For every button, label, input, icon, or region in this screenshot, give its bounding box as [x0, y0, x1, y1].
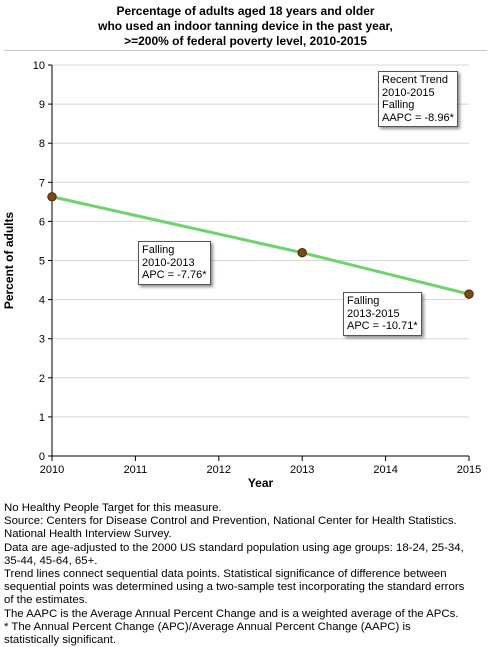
recent-trend-label: Recent Trend [382, 74, 449, 86]
x-tick-label: 2014 [373, 464, 397, 476]
footnote-line: Trend lines connect sequential data poin… [4, 568, 447, 581]
y-tick-label: 6 [39, 216, 45, 228]
y-tick-label: 7 [39, 177, 45, 189]
chart-title-line-2: who used an indoor tanning device in the… [98, 19, 393, 33]
recent-trend-direction: Falling [382, 99, 415, 111]
trend-line-segment [300, 251, 471, 296]
chart-title: Percentage of adults aged 18 years and o… [0, 4, 491, 49]
chart-title-line-3: >=200% of federal poverty level, 2010-20… [124, 34, 367, 48]
x-tick-label: 2015 [457, 464, 481, 476]
footnote-line: statistically significant. [4, 634, 117, 647]
recent-trend-annotation: Recent Trend 2010-2015 Falling AAPC = -8… [378, 71, 458, 127]
x-tick-label: 2012 [207, 464, 231, 476]
footnote-line: sequential points was determined using a… [4, 581, 465, 594]
segment-2-annotation: Falling 2013-2015 APC = -10.71* [343, 292, 422, 336]
y-tick-label: 8 [39, 138, 45, 150]
y-tick-label: 10 [33, 60, 45, 72]
recent-trend-period: 2010-2015 [382, 86, 435, 99]
y-tick-label: 4 [39, 295, 45, 307]
footnote-line: 35-44, 45-64, 65+. [4, 554, 98, 567]
segment-1-direction: Falling [142, 244, 175, 256]
footnote-line: Source: Centers for Disease Control and … [4, 515, 457, 528]
x-axis-title: Year [248, 476, 274, 490]
data-point [47, 192, 57, 202]
segment-2-direction: Falling [347, 295, 380, 307]
footnote-line: of the estimates. [4, 594, 88, 607]
segment-2-apc: APC = -10.71* [347, 320, 418, 332]
y-tick-label: 1 [39, 412, 45, 424]
y-axis-title: Percent of adults [2, 212, 16, 310]
data-point [297, 247, 307, 258]
x-tick-label: 2013 [290, 464, 314, 476]
y-tick-label: 9 [39, 99, 45, 111]
segment-1-apc: APC = -7.76* [142, 269, 207, 281]
footnotes: No Healthy People Target for this measur… [4, 502, 489, 647]
segment-1-annotation: Falling 2010-2013 APC = -7.76* [138, 241, 211, 285]
data-point [464, 289, 474, 299]
footnote-line: The AAPC is the Average Annual Percent C… [4, 607, 459, 620]
chart-title-line-1: Percentage of adults aged 18 years and o… [116, 4, 375, 18]
recent-trend-aapc: AAPC = -8.96* [382, 111, 454, 124]
footnote-line: National Health Interview Survey. [4, 528, 172, 541]
footnote-line: Data are age-adjusted to the 2000 US sta… [4, 541, 464, 554]
segment-1-period: 2010-2013 [142, 256, 195, 269]
footnote-line: * The Annual Percent Change (APC)/Averag… [4, 620, 411, 633]
x-tick-label: 2010 [40, 464, 64, 476]
y-tick-label: 5 [39, 256, 45, 268]
x-tick-label: 2011 [124, 464, 148, 476]
segment-2-period: 2013-2015 [347, 307, 400, 320]
title-divider [4, 50, 487, 51]
y-tick-label: 3 [39, 334, 45, 346]
trend-line-segment [50, 195, 304, 255]
y-tick-label: 0 [39, 451, 45, 463]
footnote-line: No Healthy People Target for this measur… [4, 502, 222, 514]
y-tick-label: 2 [39, 373, 45, 385]
